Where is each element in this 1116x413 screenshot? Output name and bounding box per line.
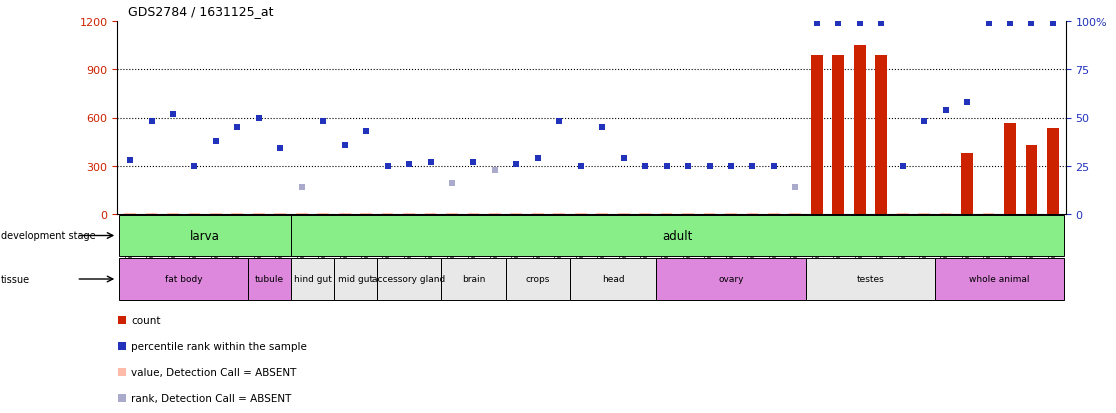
Text: crops: crops	[526, 275, 550, 284]
Text: tubule: tubule	[254, 275, 285, 284]
Text: percentile rank within the sample: percentile rank within the sample	[132, 341, 307, 351]
Text: adult: adult	[662, 230, 693, 242]
Bar	[656, 258, 806, 300]
Bar	[982, 213, 994, 214]
Bar	[768, 213, 780, 214]
Bar	[961, 154, 973, 214]
Text: value, Detection Call = ABSENT: value, Detection Call = ABSENT	[132, 367, 297, 377]
Bar	[291, 258, 334, 300]
Text: GDS2784 / 1631125_at: GDS2784 / 1631125_at	[128, 5, 273, 18]
Bar	[210, 213, 222, 214]
Bar	[253, 213, 264, 214]
Text: brain: brain	[462, 275, 485, 284]
Bar	[1026, 145, 1038, 214]
Bar	[897, 213, 908, 214]
Bar	[441, 258, 506, 300]
Text: mid gut: mid gut	[338, 275, 373, 284]
Text: rank, Detection Call = ABSENT: rank, Detection Call = ABSENT	[132, 393, 291, 403]
Bar	[489, 213, 501, 214]
Bar	[403, 213, 415, 214]
Bar	[789, 213, 801, 214]
Bar	[554, 213, 565, 214]
Text: whole animal: whole animal	[969, 275, 1029, 284]
Bar	[382, 213, 394, 214]
Bar	[334, 258, 377, 300]
Bar	[725, 213, 737, 214]
Bar	[119, 258, 248, 300]
Bar	[189, 213, 201, 214]
Text: larva: larva	[190, 230, 220, 242]
Bar	[618, 213, 629, 214]
Bar	[339, 213, 350, 214]
Bar	[596, 213, 608, 214]
Text: accessory gland: accessory gland	[373, 275, 445, 284]
Text: count: count	[132, 315, 161, 325]
Bar	[468, 213, 480, 214]
Bar	[1004, 124, 1016, 214]
Bar	[360, 213, 372, 214]
Bar	[510, 213, 522, 214]
Bar	[124, 213, 136, 214]
Text: head: head	[602, 275, 624, 284]
Text: fat body: fat body	[165, 275, 202, 284]
Bar	[424, 213, 436, 214]
Bar	[446, 213, 458, 214]
Bar	[875, 56, 887, 214]
Bar	[918, 213, 930, 214]
Bar	[570, 258, 656, 300]
Bar	[661, 213, 673, 214]
Bar	[639, 213, 651, 214]
Bar	[377, 258, 441, 300]
Bar	[291, 215, 1064, 256]
Bar	[833, 56, 844, 214]
Bar	[811, 56, 822, 214]
Bar	[119, 215, 291, 256]
Text: ovary: ovary	[719, 275, 743, 284]
Bar	[506, 258, 570, 300]
Bar	[854, 46, 866, 214]
Bar	[317, 213, 329, 214]
Bar	[275, 213, 286, 214]
Text: tissue: tissue	[1, 274, 30, 284]
Bar	[682, 213, 694, 214]
Bar	[747, 213, 759, 214]
Bar	[940, 213, 952, 214]
Bar	[248, 258, 291, 300]
Bar	[935, 258, 1064, 300]
Bar	[575, 213, 587, 214]
Bar	[145, 213, 157, 214]
Bar	[231, 213, 243, 214]
Bar	[167, 213, 179, 214]
Bar	[296, 213, 308, 214]
Bar	[806, 258, 935, 300]
Text: testes: testes	[857, 275, 884, 284]
Bar	[1047, 128, 1059, 214]
Bar	[532, 213, 543, 214]
Text: hind gut: hind gut	[294, 275, 331, 284]
Text: development stage: development stage	[1, 231, 96, 241]
Bar	[703, 213, 715, 214]
